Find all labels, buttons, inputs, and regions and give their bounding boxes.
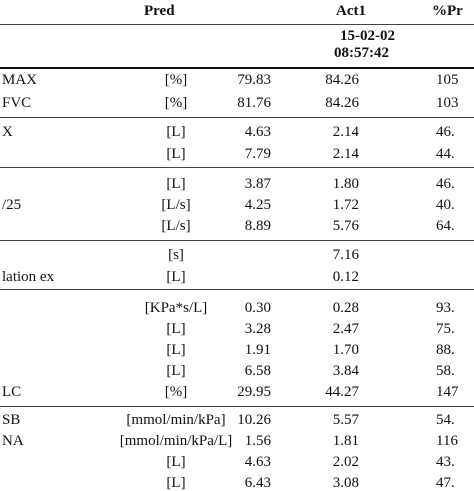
section-rule	[0, 240, 474, 241]
row-pred: 4.25	[244, 197, 271, 213]
row-unit: [%]	[164, 95, 188, 111]
row-percent-pred: 54.	[436, 412, 455, 428]
row-act1: 1.80	[332, 176, 359, 192]
pulmonary-function-table: Pred Act1 %Pr 15-02-02 08:57:42 MAX [%] 79…	[0, 3, 474, 491]
row-pred: 29.95	[237, 384, 271, 400]
row-percent-pred: 46.	[436, 124, 455, 140]
row-label: lation ex	[2, 269, 55, 285]
row-percent-pred: 88.	[436, 342, 455, 358]
row-unit: [L]	[166, 454, 186, 470]
row-percent-pred: 103	[436, 95, 459, 111]
row-unit: [mmol/min/kPa/L]	[119, 433, 233, 449]
header-percent-pred: %Pr	[432, 3, 463, 19]
row-act1: 0.12	[332, 269, 359, 285]
row-act1: 2.14	[332, 124, 359, 140]
row-pred: 1.56	[244, 433, 271, 449]
row-pred: 3.87	[244, 176, 271, 192]
row-label: FVC	[2, 95, 32, 111]
row-percent-pred: 43.	[436, 454, 455, 470]
row-pred: 4.63	[244, 454, 271, 470]
row-act1: 44.27	[325, 384, 359, 400]
row-pred: 7.79	[244, 146, 271, 162]
section-rule	[0, 167, 474, 168]
row-percent-pred: 44.	[436, 146, 455, 162]
header-time: 08:57:42	[334, 45, 389, 61]
row-act1: 84.26	[325, 95, 359, 111]
row-unit: [L/s]	[161, 197, 191, 213]
row-percent-pred: 75.	[436, 321, 455, 337]
row-act1: 3.84	[332, 363, 359, 379]
row-label: X	[2, 124, 13, 140]
row-unit: [L]	[166, 321, 186, 337]
row-unit: [L]	[166, 342, 186, 358]
header-rule	[0, 24, 474, 25]
row-pred: 10.26	[237, 412, 271, 428]
row-label: SB	[2, 412, 21, 428]
row-unit: [%]	[164, 72, 188, 88]
row-act1: 2.02	[332, 454, 359, 470]
row-unit: [%]	[164, 384, 188, 400]
row-percent-pred: 47.	[436, 475, 455, 491]
section-rule	[0, 117, 474, 118]
row-unit: [s]	[168, 247, 184, 263]
row-act1: 7.16	[332, 247, 359, 263]
row-label: LC	[2, 384, 22, 400]
row-unit: [L]	[166, 146, 186, 162]
header-date: 15-02-02	[340, 28, 395, 44]
row-pred: 79.83	[237, 72, 271, 88]
row-act1: 5.57	[332, 412, 359, 428]
row-unit: [L]	[166, 269, 186, 285]
row-label: /25	[2, 197, 22, 213]
row-pred: 6.43	[244, 475, 271, 491]
row-unit: [L/s]	[161, 218, 191, 234]
row-act1: 1.70	[332, 342, 359, 358]
row-percent-pred: 40.	[436, 197, 455, 213]
row-pred: 3.28	[244, 321, 271, 337]
row-percent-pred: 93.	[436, 300, 455, 316]
row-unit: [mmol/min/kPa]	[126, 412, 226, 428]
row-percent-pred: 64.	[436, 218, 455, 234]
row-unit: [KPa*s/L]	[144, 300, 208, 316]
row-pred: 8.89	[244, 218, 271, 234]
row-pred: 0.30	[244, 300, 271, 316]
row-act1: 0.28	[332, 300, 359, 316]
section-rule	[0, 67, 474, 69]
row-act1: 84.26	[325, 72, 359, 88]
row-label: MAX	[2, 72, 38, 88]
row-percent-pred: 116	[436, 433, 458, 449]
row-act1: 3.08	[332, 475, 359, 491]
row-pred: 4.63	[244, 124, 271, 140]
row-pred: 1.91	[244, 342, 271, 358]
row-act1: 5.76	[332, 218, 359, 234]
row-act1: 1.81	[332, 433, 359, 449]
header-pred: Pred	[144, 3, 175, 19]
header-act1: Act1	[336, 3, 366, 19]
row-percent-pred: 46.	[436, 176, 455, 192]
row-pred: 81.76	[237, 95, 271, 111]
row-percent-pred: 147	[436, 384, 459, 400]
row-act1: 1.72	[332, 197, 359, 213]
row-unit: [L]	[166, 176, 186, 192]
row-percent-pred: 105	[436, 72, 459, 88]
row-act1: 2.14	[332, 146, 359, 162]
row-label: NA	[2, 433, 24, 449]
section-rule	[0, 289, 474, 290]
row-pred: 6.58	[244, 363, 271, 379]
row-percent-pred: 58.	[436, 363, 455, 379]
row-unit: [L]	[166, 124, 186, 140]
section-rule	[0, 406, 474, 407]
row-unit: [L]	[166, 363, 186, 379]
row-act1: 2.47	[332, 321, 359, 337]
